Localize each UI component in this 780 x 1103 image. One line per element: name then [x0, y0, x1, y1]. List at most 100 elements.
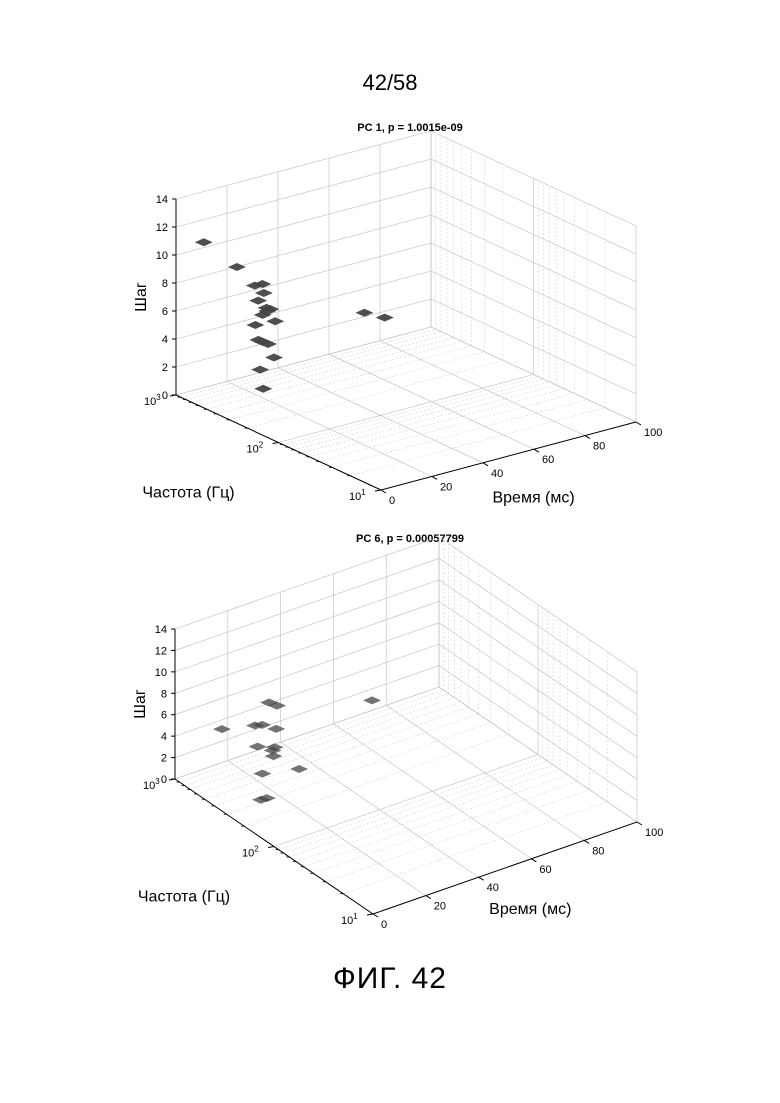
z-tick-label: 0	[162, 390, 168, 402]
x-axis-label: Время (мс)	[492, 490, 574, 507]
z-tick-label: 10	[155, 667, 167, 679]
grid-line	[279, 758, 543, 850]
grid-line	[181, 329, 436, 397]
x-tick	[636, 422, 641, 425]
grid-line	[294, 382, 549, 450]
data-point	[290, 765, 308, 773]
z-tick-label: 12	[155, 645, 167, 657]
z-tick-label: 14	[155, 624, 167, 636]
grid-line	[283, 377, 538, 445]
data-point	[255, 289, 273, 297]
y-tick-label: 101	[349, 488, 366, 503]
z-tick-label: 8	[162, 278, 168, 290]
y-axis-label: Частота (Гц)	[138, 889, 230, 906]
grid-line	[343, 802, 607, 894]
x-tick-label: 80	[593, 441, 605, 453]
data-point	[266, 317, 284, 325]
data-point	[213, 725, 231, 733]
grid-line	[304, 775, 568, 867]
data-point	[195, 238, 213, 246]
x-tick	[432, 476, 437, 479]
data-point	[265, 353, 283, 361]
x-tick	[584, 840, 589, 843]
x-tick-label: 0	[381, 919, 387, 931]
z-tick-label: 12	[156, 222, 168, 234]
x-tick	[479, 877, 484, 880]
x-tick-label: 40	[487, 882, 499, 894]
y-tick-label: 103	[144, 393, 161, 408]
data-point	[264, 752, 282, 760]
grid-line	[205, 707, 469, 799]
data-point	[246, 321, 264, 329]
y-tick-label: 103	[143, 777, 160, 792]
grid-line	[207, 341, 462, 409]
x-axis-line	[381, 422, 636, 490]
data-point	[253, 770, 271, 778]
grid-line	[279, 375, 534, 443]
y-tick-label: 102	[242, 845, 259, 860]
grid-line	[176, 159, 431, 227]
z-tick-label: 4	[162, 334, 168, 346]
x-tick	[534, 449, 539, 452]
y-tick	[273, 443, 279, 444]
z-axis-label: Шаг	[133, 282, 150, 312]
grid-line	[284, 761, 548, 853]
x-tick-label: 100	[644, 427, 662, 439]
chart-1-3d-scatter: 02040608010010110210302468101214Время (м…	[0, 128, 780, 528]
grid-line	[176, 215, 431, 283]
x-tick	[426, 896, 431, 899]
z-tick-label: 8	[161, 688, 167, 700]
grid-line	[186, 332, 441, 400]
y-tick	[268, 847, 274, 848]
grid-line	[176, 131, 431, 199]
y-axis-label: Частота (Гц)	[142, 485, 234, 502]
z-tick-label: 10	[156, 250, 168, 262]
grid-line	[296, 769, 560, 861]
grid-line	[185, 694, 449, 786]
z-tick-label: 6	[162, 306, 168, 318]
data-point	[254, 385, 272, 393]
grid-line	[197, 702, 461, 794]
x-tick-label: 40	[491, 468, 503, 480]
grid-line	[244, 734, 508, 826]
grid-line	[199, 338, 454, 406]
x-tick	[637, 822, 642, 825]
z-tick-label: 14	[156, 194, 168, 206]
y-tick-label: 102	[247, 441, 264, 456]
grid-line	[176, 327, 431, 395]
data-point	[228, 263, 246, 271]
z-tick-label: 6	[161, 710, 167, 722]
x-tick	[531, 859, 536, 862]
data-point	[363, 696, 381, 704]
x-tick-label: 100	[645, 827, 663, 839]
z-axis-label: Шаг	[132, 689, 149, 719]
grid-line	[180, 690, 444, 782]
z-tick-label: 2	[161, 753, 167, 765]
grid-line	[309, 389, 564, 457]
grid-line	[176, 187, 431, 255]
x-tick-label: 80	[592, 845, 604, 857]
grid-line	[230, 352, 485, 420]
grid-line	[176, 243, 431, 311]
z-tick-label: 0	[161, 774, 167, 786]
grid-line	[176, 271, 431, 339]
y-tick	[375, 490, 381, 491]
grid-line	[288, 379, 543, 447]
page-number: 42/58	[0, 70, 780, 96]
data-point	[355, 309, 373, 317]
grid-line	[301, 385, 556, 453]
x-tick	[381, 490, 386, 493]
grid-line	[176, 299, 431, 367]
z-tick-label: 4	[161, 731, 167, 743]
grid-line	[248, 360, 503, 428]
figure-caption: ФИГ. 42	[0, 962, 780, 996]
x-tick-label: 20	[440, 481, 452, 493]
grid-line	[190, 697, 454, 789]
grid-line	[192, 334, 447, 402]
data-point	[251, 366, 269, 374]
x-tick-label: 20	[434, 901, 446, 913]
x-axis-label: Время (мс)	[489, 901, 571, 918]
y-tick	[367, 914, 373, 915]
grid-line	[319, 393, 574, 461]
data-point	[267, 725, 285, 733]
